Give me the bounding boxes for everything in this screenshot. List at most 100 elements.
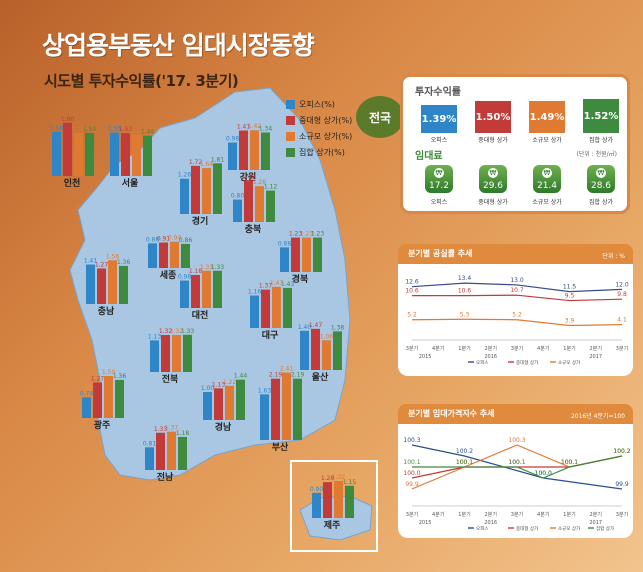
legend-item-collective-retail: 집합 상가(%) — [286, 144, 352, 160]
yield-large-retail: 1.50% — [475, 101, 511, 133]
rent-index-unit: 2016년 4분기=100 — [570, 413, 625, 420]
point-label: 100.2 — [456, 448, 473, 455]
series-line — [411, 318, 623, 327]
series-line — [411, 282, 623, 293]
point-label: 13.0 — [510, 277, 524, 284]
x-tick-label: 2분기 — [590, 345, 602, 352]
x-tick-label: 4분기 — [432, 511, 444, 518]
point-label: 5.2 — [407, 312, 417, 319]
point-label: 5.2 — [512, 312, 522, 319]
point-label: 3.9 — [565, 318, 575, 325]
rent-label-large: 중대형 상가 — [478, 199, 508, 206]
legend-label: 오피스 — [476, 525, 488, 532]
rent-collective-cylinder: ₩28.6 — [587, 165, 615, 193]
x-tick-label: 3분기 — [511, 345, 523, 352]
point-label: 100.2 — [613, 448, 630, 455]
rent-label-small: 소규모 상가 — [532, 199, 562, 206]
rent-unit: (단위 : 천원/㎡) — [576, 151, 617, 158]
legend: 오피스(%) 중대형 상가(%) 소규모 상가(%) 집합 상가(%) — [286, 96, 352, 160]
point-label: 100.1 — [403, 459, 420, 466]
yield-collective-retail: 1.52% — [583, 99, 619, 133]
vacancy-panel: 분기별 공실률 추세 단위 : % 3분기 4분기 1분기 2분기 3분기 4분기 1분기 2… — [398, 244, 633, 376]
point-label: 100.1 — [561, 459, 578, 466]
rent-label-office: 오피스 — [430, 199, 448, 206]
x-tick-label: 1분기 — [458, 345, 470, 352]
year-label: 2017 — [589, 354, 602, 360]
x-tick-label: 3분기 — [511, 511, 523, 518]
rent-small-cylinder: ₩21.4 — [533, 165, 561, 193]
legend-label: 소규모 상가 — [558, 525, 580, 532]
year-label: 2015 — [419, 354, 432, 360]
point-label: 100.1 — [508, 459, 525, 466]
point-label: 100.3 — [508, 437, 525, 444]
legend-item-office: 오피스(%) — [286, 96, 352, 112]
legend-label: 중대형 상가 — [516, 525, 538, 532]
point-label: 11.5 — [563, 284, 577, 291]
yield-label-small: 소규모 상가 — [532, 137, 562, 144]
legend-label: 오피스 — [476, 359, 488, 366]
national-badge: 전국 — [356, 96, 404, 138]
point-label: 100.1 — [561, 459, 578, 466]
point-label: 99.9 — [405, 481, 419, 488]
x-tick-label: 3분기 — [616, 511, 628, 518]
point-label: 9.5 — [565, 293, 575, 300]
year-label: 2015 — [419, 520, 432, 526]
point-label: 9.8 — [617, 291, 627, 298]
point-label: 100.2 — [613, 448, 630, 455]
point-label: 100.3 — [403, 437, 420, 444]
point-label: 4.1 — [617, 317, 627, 324]
vacancy-title: 분기별 공실률 추세 — [398, 244, 633, 264]
rent-large-cylinder: ₩29.6 — [479, 165, 507, 193]
series-line — [412, 294, 623, 302]
yield-small-retail: 1.49% — [529, 101, 565, 133]
x-tick-label: 3분기 — [616, 345, 628, 352]
page-subtitle: 시도별 투자수익률('17. 3분기) — [44, 72, 239, 90]
legend-label: 중대형 상가 — [516, 359, 538, 366]
vacancy-unit: 단위 : % — [602, 253, 625, 260]
year-label: 2016 — [484, 520, 497, 526]
point-label: 100.0 — [403, 470, 420, 477]
x-tick-label: 3분기 — [406, 511, 418, 518]
point-label: 13.4 — [458, 275, 472, 282]
yield-label-collective: 집합 상가 — [589, 137, 613, 144]
point-label: 5.3 — [460, 311, 470, 318]
year-label: 2017 — [589, 520, 602, 526]
x-tick-label: 3분기 — [406, 345, 418, 352]
x-tick-label: 2분기 — [590, 511, 602, 518]
x-tick-label: 1분기 — [563, 345, 575, 352]
national-panel: 투자수익률 1.39% 1.50% 1.49% 1.52% 오피스 중대형 상가… — [400, 74, 630, 214]
jeju-inset-frame — [290, 460, 378, 552]
x-tick-label: 1분기 — [563, 511, 575, 518]
point-label: 100.2 — [613, 448, 630, 455]
rent-title: 임대료 — [415, 151, 443, 162]
page-title: 상업용부동산 임대시장동향 — [42, 31, 315, 60]
yield-office: 1.39% — [421, 105, 457, 133]
point-label: 10.6 — [458, 288, 472, 295]
point-label: 100.0 — [535, 470, 552, 477]
legend-item-large-retail: 중대형 상가(%) — [286, 112, 352, 128]
point-label: 100.1 — [456, 459, 473, 466]
x-tick-label: 4분기 — [537, 345, 549, 352]
x-tick-label: 1분기 — [458, 511, 470, 518]
won-coin-icon: ₩ — [542, 168, 552, 178]
won-coin-icon: ₩ — [434, 168, 444, 178]
point-label: 100.1 — [456, 459, 473, 466]
point-label: 12.0 — [615, 281, 629, 288]
year-label: 2016 — [484, 354, 497, 360]
x-tick-label: 4분기 — [432, 345, 444, 352]
x-tick-label: 2분기 — [485, 345, 497, 352]
yield-label-office: 오피스 — [430, 137, 448, 144]
point-label: 100.1 — [508, 459, 525, 466]
point-label: 100.1 — [456, 459, 473, 466]
rent-office-cylinder: ₩17.2 — [425, 165, 453, 193]
rent-label-collective: 집합 상가 — [589, 199, 613, 206]
x-tick-label: 4분기 — [537, 511, 549, 518]
point-label: 99.9 — [615, 481, 629, 488]
point-label: 10.7 — [510, 287, 524, 294]
point-label: 10.6 — [405, 288, 419, 295]
yield-label-large: 중대형 상가 — [478, 137, 508, 144]
point-label: 100.1 — [561, 459, 578, 466]
point-label: 100.0 — [535, 470, 552, 477]
